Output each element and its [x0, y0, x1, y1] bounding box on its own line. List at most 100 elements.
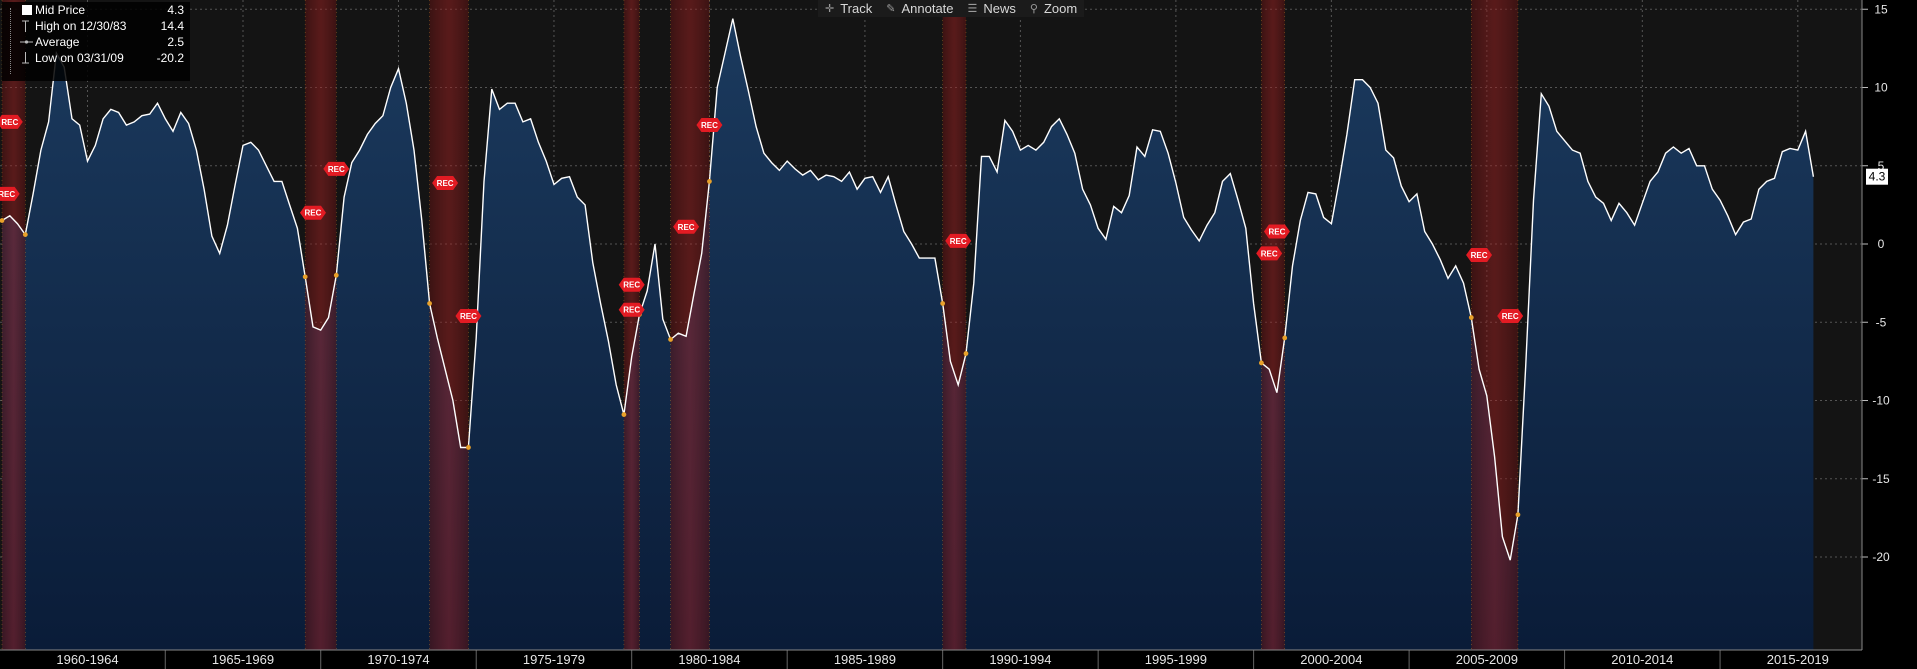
x-tick-label: 1965-1969 — [212, 652, 274, 667]
rec-badge: REC — [323, 161, 350, 176]
news-label: News — [983, 1, 1016, 16]
x-tick-label: 2010-2014 — [1611, 652, 1673, 667]
recession-marker — [427, 301, 432, 306]
rec-badge: REC — [1263, 224, 1290, 239]
rec-badge-label: REC — [950, 237, 967, 246]
news-button[interactable]: ☰ News — [961, 0, 1023, 17]
x-tick-label: 1975-1979 — [523, 652, 585, 667]
rec-badge: REC — [455, 308, 482, 323]
recession-band — [1261, 0, 1285, 650]
legend-row-high[interactable]: High on 12/30/83 14.4 — [2, 18, 190, 34]
legend-row-mid-price[interactable]: Mid Price 4.3 — [2, 2, 190, 18]
recession-marker — [466, 445, 471, 450]
rec-badge-shape — [0, 186, 20, 201]
news-icon: ☰ — [967, 3, 978, 15]
zoom-button[interactable]: ⚲ Zoom — [1023, 0, 1084, 17]
rec-badge: REC — [1497, 308, 1524, 323]
legend-row-low[interactable]: Low on 03/31/09 -20.2 — [2, 50, 190, 66]
track-label: Track — [840, 1, 873, 16]
rec-badge-shape — [1263, 224, 1290, 239]
x-axis: 1960-1964 1965-1969 1970-1974 1975-1979 1980… — [0, 649, 1862, 669]
y-tick-label: 5 — [1878, 159, 1885, 173]
x-tick-label: 2015-2019 — [1767, 652, 1829, 667]
rec-badge-shape — [0, 114, 23, 129]
rec-badge-label: REC — [1, 118, 18, 127]
badge-layer: REC REC REC REC REC REC REC REC REC REC REC REC REC R… — [0, 114, 1524, 323]
x-tick-label: 1995-1999 — [1145, 652, 1207, 667]
rec-badge-label: REC — [0, 190, 15, 199]
rec-badge: REC — [618, 302, 645, 317]
last-value-tag-box — [1866, 168, 1888, 185]
x-tick-label: 1990-1994 — [989, 652, 1051, 667]
rec-badge-label: REC — [1261, 249, 1278, 258]
x-tick-label: 1970-1974 — [367, 652, 429, 667]
recession-band — [623, 0, 640, 650]
average-marker-icon — [20, 40, 33, 44]
rec-badge: REC — [618, 277, 645, 292]
recession-band — [670, 0, 710, 650]
chart-toolbar: ✛ Track ✎ Annotate ☰ News ⚲ Zoom — [818, 0, 1085, 17]
legend: Mid Price 4.3 High on 12/30/83 14.4 Aver… — [2, 2, 190, 81]
rec-badge: REC — [0, 186, 20, 201]
y-tick-label: -15 — [1872, 472, 1890, 486]
rec-badge-shape — [1466, 247, 1493, 262]
rec-badge-label: REC — [701, 121, 718, 130]
rec-badge-shape — [696, 118, 723, 133]
y-tick-label: 15 — [1874, 2, 1888, 16]
y-tick-label: -5 — [1876, 315, 1887, 329]
rec-badge-shape — [618, 302, 645, 317]
last-value-tag: 4.3 — [1866, 168, 1888, 185]
rec-badge-label: REC — [1269, 227, 1286, 236]
rec-badge: REC — [696, 118, 723, 133]
rec-badge-label: REC — [437, 179, 454, 188]
rec-badge-label: REC — [623, 281, 640, 290]
line-layer — [1, 18, 1815, 561]
recession-marker — [0, 218, 5, 223]
recession-marker — [940, 301, 946, 306]
legend-label: High on 12/30/83 — [35, 19, 127, 33]
recession-band — [2, 0, 26, 650]
last-value-tag-text: 4.3 — [1869, 170, 1886, 184]
rec-badge: REC — [432, 175, 459, 190]
rec-badge-shape — [432, 175, 459, 190]
x-tick-label: 2005-2009 — [1456, 652, 1518, 667]
legend-swatch — [22, 5, 32, 15]
x-tick-label: 1985-1989 — [834, 652, 896, 667]
y-tick-label: -10 — [1872, 394, 1890, 408]
recession-marker — [1258, 360, 1264, 366]
recession-band — [305, 0, 337, 650]
recession-marker — [22, 232, 28, 238]
rec-badge-label: REC — [1502, 312, 1519, 321]
legend-row-average[interactable]: Average 2.5 — [2, 34, 190, 50]
rec-badge: REC — [673, 219, 700, 234]
rec-badge-shape — [1256, 246, 1283, 261]
recession-marker — [963, 351, 969, 356]
recession-layer — [2, 0, 1518, 650]
y-tick-label: -20 — [1872, 550, 1890, 564]
rec-badge-label: REC — [328, 165, 345, 174]
y-axis: 15 10 5 0 -5 -10 -15 -20 — [1861, 0, 1890, 650]
rec-badge: REC — [299, 205, 326, 220]
rec-badge-shape — [618, 277, 645, 292]
rec-badge-shape — [945, 233, 972, 248]
y-tick-label: 10 — [1874, 81, 1888, 95]
marker-layer — [0, 0, 1521, 650]
recession-marker — [333, 272, 339, 278]
magnifier-icon: ⚲ — [1029, 3, 1038, 15]
rec-badge-label: REC — [678, 223, 695, 232]
annotate-button[interactable]: ✎ Annotate — [879, 0, 960, 17]
rec-badge-shape — [455, 308, 482, 323]
zoom-label: Zoom — [1043, 1, 1078, 16]
track-button[interactable]: ✛ Track — [818, 0, 879, 17]
recession-marker — [707, 179, 712, 184]
legend-tree-line — [10, 8, 19, 74]
x-tick-label: 2000-2004 — [1300, 652, 1362, 667]
pencil-icon: ✎ — [886, 3, 896, 15]
legend-value: 2.5 — [167, 35, 184, 49]
rec-badge: REC — [1466, 247, 1493, 262]
recession-marker — [668, 337, 673, 342]
rec-badge: REC — [945, 233, 972, 248]
annotate-label: Annotate — [901, 1, 954, 16]
rec-badge-label: REC — [460, 312, 477, 321]
